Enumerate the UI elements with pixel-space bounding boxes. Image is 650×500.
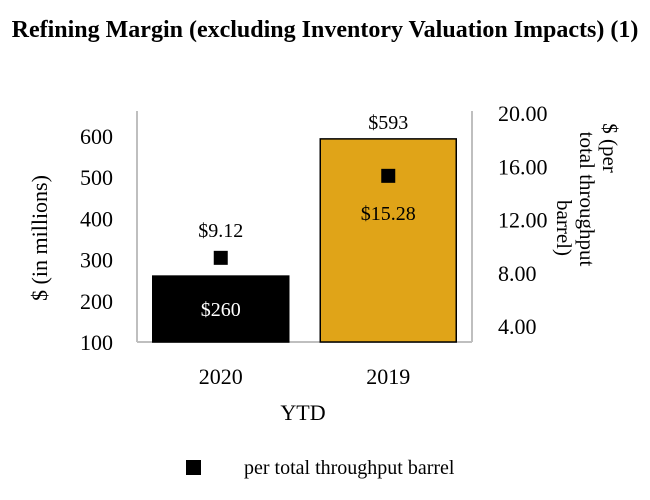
bar-label-2020: $260 — [201, 299, 241, 321]
left-tick-500: 500 — [80, 165, 113, 190]
marker-label-2019: $15.28 — [361, 203, 416, 225]
marker-2020 — [213, 250, 228, 265]
bar-label-2019: $593 — [368, 112, 408, 134]
x-axis-ticks: 2020 2019 — [199, 364, 411, 389]
legend: per total throughput barrel — [0, 454, 650, 484]
bar-labels-group: $260 $593 — [201, 112, 409, 321]
x-tick-2019: 2019 — [366, 364, 410, 389]
left-axis-label: $ (in millions) — [27, 175, 52, 301]
left-axis-ticks: 100 200 300 400 500 600 — [80, 124, 113, 355]
marker-labels-group: $9.12 $15.28 — [198, 203, 416, 242]
right-tick-8.00: 8.00 — [498, 261, 537, 286]
left-tick-600: 600 — [80, 124, 113, 149]
x-axis-label: YTD — [280, 400, 325, 425]
marker-label-2020: $9.12 — [198, 220, 243, 242]
right-axis-label-line-3: barrel) — [552, 200, 576, 256]
left-tick-400: 400 — [80, 206, 113, 231]
right-axis-label-line-2: total throughput — [575, 132, 599, 267]
legend-label: per total throughput barrel — [244, 457, 455, 479]
legend-marker-icon — [186, 460, 201, 475]
right-tick-4.00: 4.00 — [498, 314, 537, 339]
left-tick-200: 200 — [80, 289, 113, 314]
right-axis-label-line-1: $ (per — [598, 123, 622, 173]
left-tick-300: 300 — [80, 248, 113, 273]
bar-2020 — [152, 275, 290, 343]
right-tick-12.00: 12.00 — [498, 208, 548, 233]
left-tick-100: 100 — [80, 330, 113, 355]
markers-group — [213, 168, 396, 265]
chart-title: Refining Margin (excluding Inventory Val… — [11, 17, 639, 43]
right-tick-16.00: 16.00 — [498, 154, 548, 179]
marker-2019 — [381, 168, 396, 183]
right-tick-20.00: 20.00 — [498, 101, 548, 126]
x-tick-2020: 2020 — [199, 364, 243, 389]
